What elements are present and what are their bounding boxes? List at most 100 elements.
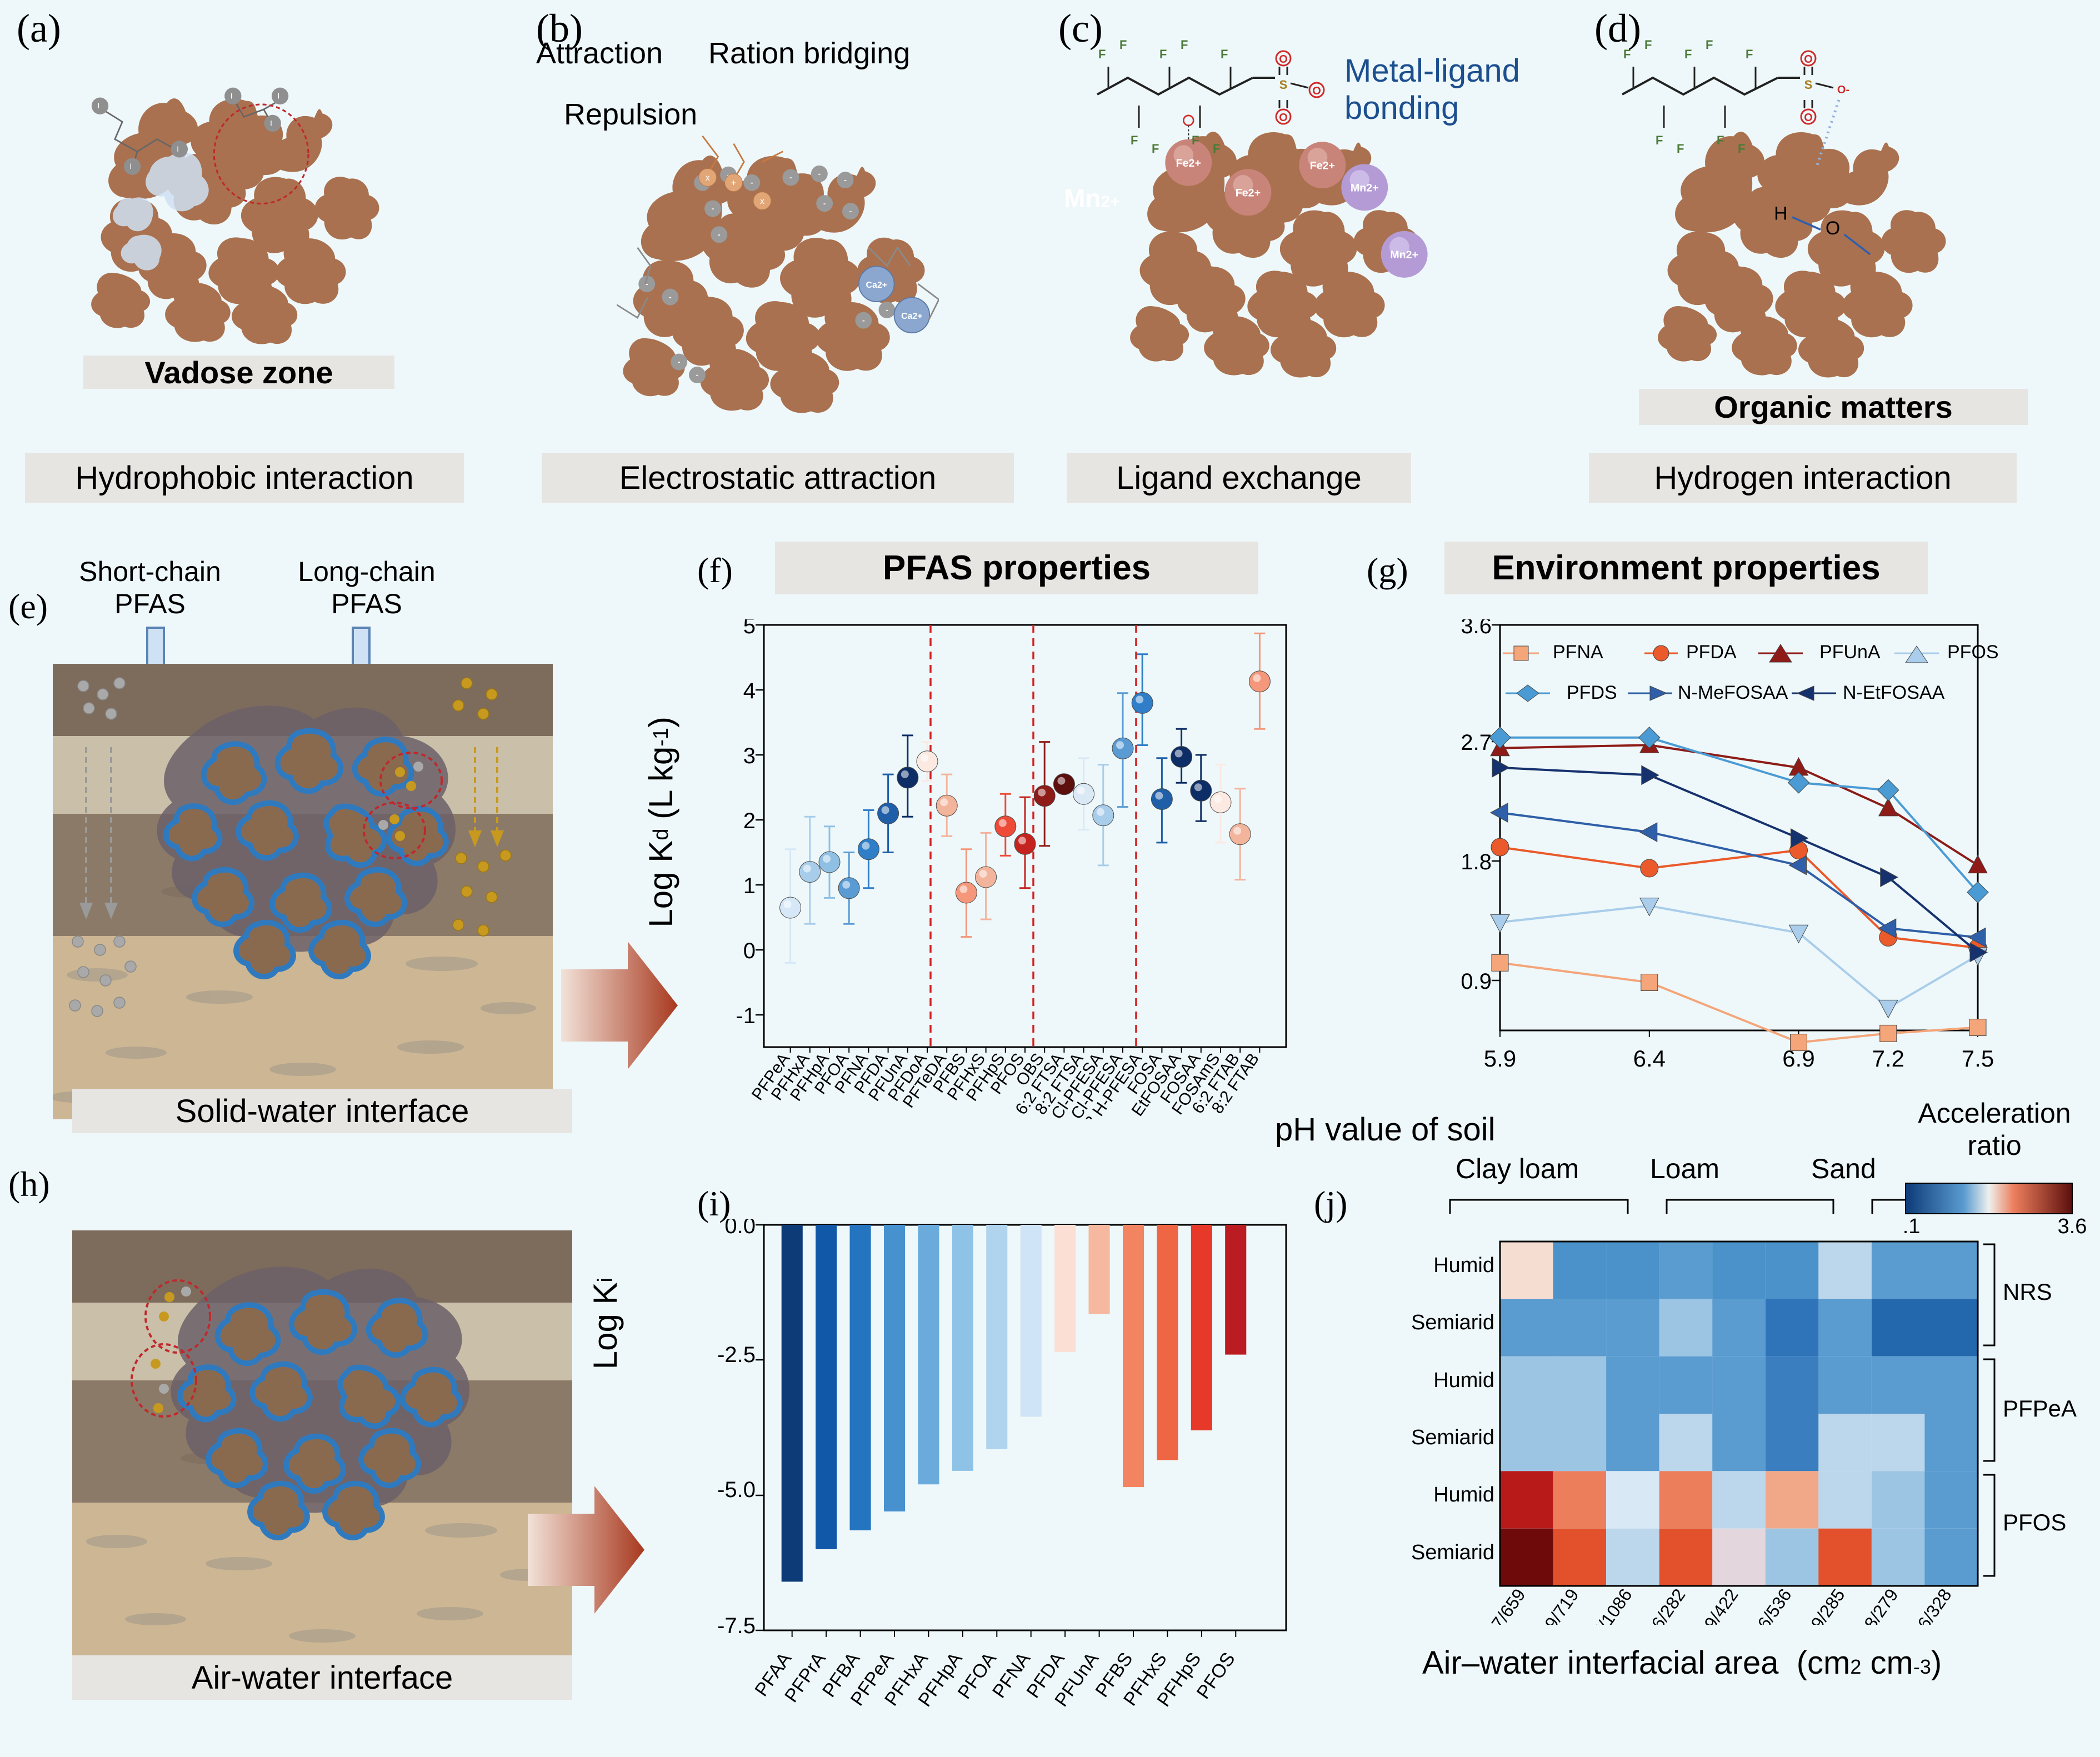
svg-text:NRS: NRS [2003, 1279, 2052, 1305]
svg-text:PFOS: PFOS [1193, 1649, 1239, 1703]
svg-text:O: O [1279, 53, 1288, 66]
svg-text:959/719: 959/719 [1529, 1585, 1583, 1625]
svg-text:I: I [177, 145, 179, 154]
svg-text:I: I [129, 162, 132, 171]
svg-text:PFDS: PFDS [1567, 682, 1617, 703]
svg-text:Mn2+: Mn2+ [1390, 249, 1418, 261]
svg-text:F: F [1677, 142, 1684, 156]
svg-text:O: O [1279, 112, 1288, 124]
svg-text:O: O [1804, 112, 1813, 124]
svg-text:0.0: 0.0 [724, 1219, 756, 1238]
svg-text:-: - [886, 306, 888, 314]
svg-text:PFPeA: PFPeA [2003, 1395, 2077, 1421]
svg-text:-: - [751, 178, 753, 187]
svg-text:-7.5: -7.5 [717, 1614, 756, 1638]
svg-text:+: + [731, 178, 736, 188]
svg-text:I: I [231, 92, 233, 101]
svg-text:6.4: 6.4 [1633, 1045, 1666, 1072]
svg-text:S: S [1279, 78, 1288, 92]
svg-text:309/285: 309/285 [1796, 1585, 1849, 1625]
svg-text:-: - [823, 199, 826, 208]
svg-text:PFOA: PFOA [954, 1649, 1001, 1703]
svg-text:S: S [1804, 78, 1813, 92]
svg-text:x: x [706, 173, 710, 183]
svg-text:3.6: 3.6 [2058, 1215, 2087, 1238]
svg-text:F: F [1644, 38, 1652, 52]
svg-text:3: 3 [743, 744, 756, 768]
svg-text:I: I [270, 119, 272, 128]
svg-text:0.1: 0.1 [1903, 1215, 1920, 1238]
svg-text:-2.5: -2.5 [717, 1343, 756, 1367]
svg-text:F: F [1098, 47, 1106, 61]
svg-text:0: 0 [743, 939, 756, 963]
svg-text:F: F [1119, 38, 1127, 52]
svg-text:F: F [1181, 38, 1188, 52]
svg-text:0.9: 0.9 [1461, 969, 1492, 994]
svg-text:Humid: Humid [1433, 1369, 1494, 1392]
svg-text:Humid: Humid [1433, 1483, 1494, 1506]
svg-text:N-MeFOSAA: N-MeFOSAA [1678, 682, 1788, 703]
svg-text:N-EtFOSAA: N-EtFOSAA [1843, 682, 1945, 703]
svg-text:F: F [1717, 133, 1724, 147]
svg-text:-: - [678, 357, 681, 366]
svg-text:536/536: 536/536 [1742, 1585, 1796, 1625]
svg-text:Ca2+: Ca2+ [901, 312, 922, 321]
svg-text:-: - [696, 371, 699, 379]
svg-text:-: - [844, 176, 847, 184]
svg-text:3.6: 3.6 [1461, 619, 1492, 638]
svg-text:-5.0: -5.0 [717, 1478, 756, 1502]
svg-text:Semiarid: Semiarid [1411, 1541, 1494, 1564]
svg-text:5.9: 5.9 [1484, 1045, 1516, 1072]
svg-text:F: F [1152, 142, 1159, 156]
svg-text:F: F [1159, 47, 1167, 61]
svg-text:PFOS: PFOS [2003, 1509, 2066, 1535]
svg-text:657/659: 657/659 [1476, 1585, 1529, 1625]
svg-text:1.8: 1.8 [1461, 850, 1492, 874]
svg-text:1407/1086: 1407/1086 [1571, 1585, 1636, 1625]
svg-text:Ca2+: Ca2+ [866, 281, 887, 290]
svg-text:308/279: 308/279 [1849, 1585, 1902, 1625]
svg-text:PFUnA: PFUnA [1819, 642, 1881, 663]
svg-text:F: F [1738, 142, 1745, 156]
svg-text:366/328: 366/328 [1902, 1585, 1956, 1625]
svg-text:-: - [862, 316, 865, 324]
svg-text:-: - [669, 292, 672, 301]
svg-text:O: O [1804, 53, 1813, 66]
svg-text:2: 2 [743, 809, 756, 833]
svg-text:I: I [97, 102, 99, 111]
svg-text:5: 5 [743, 619, 756, 638]
svg-text:Semiarid: Semiarid [1411, 1426, 1494, 1449]
svg-text:7.2: 7.2 [1872, 1045, 1904, 1072]
svg-text:306/282: 306/282 [1636, 1585, 1689, 1625]
svg-text:7.5: 7.5 [1962, 1045, 1994, 1072]
svg-text:F: F [1746, 47, 1753, 61]
svg-text:-: - [718, 230, 721, 239]
svg-text:PFOS: PFOS [1947, 642, 1999, 663]
svg-text:I: I [277, 92, 279, 101]
svg-text:-: - [789, 173, 792, 182]
svg-text:Humid: Humid [1433, 1254, 1494, 1277]
svg-text:F: F [1192, 133, 1199, 147]
svg-text:O-: O- [1837, 84, 1849, 96]
svg-text:-: - [712, 204, 714, 213]
svg-text:F: F [1213, 142, 1220, 156]
svg-text:-1: -1 [736, 1004, 756, 1028]
svg-text:-: - [849, 207, 852, 216]
svg-text:Fe2+: Fe2+ [1236, 187, 1261, 199]
svg-text:x: x [760, 197, 764, 206]
svg-text:PFNA: PFNA [1553, 642, 1603, 663]
svg-text:-: - [818, 169, 821, 178]
svg-text:1: 1 [743, 874, 756, 898]
svg-text:PFDA: PFDA [1686, 642, 1737, 663]
svg-text:F: F [1706, 38, 1713, 52]
svg-text:Semiarid: Semiarid [1411, 1311, 1494, 1334]
svg-text:2.7: 2.7 [1461, 730, 1492, 755]
svg-text:369/422: 369/422 [1689, 1585, 1742, 1625]
svg-text:O: O [1312, 85, 1321, 97]
svg-text:4: 4 [743, 679, 756, 703]
svg-text:F: F [1221, 47, 1228, 61]
svg-text:Mn2+: Mn2+ [1351, 182, 1379, 194]
svg-text:F: F [1684, 47, 1692, 61]
svg-text:F: F [1131, 133, 1138, 147]
svg-text:F: F [1623, 47, 1631, 61]
